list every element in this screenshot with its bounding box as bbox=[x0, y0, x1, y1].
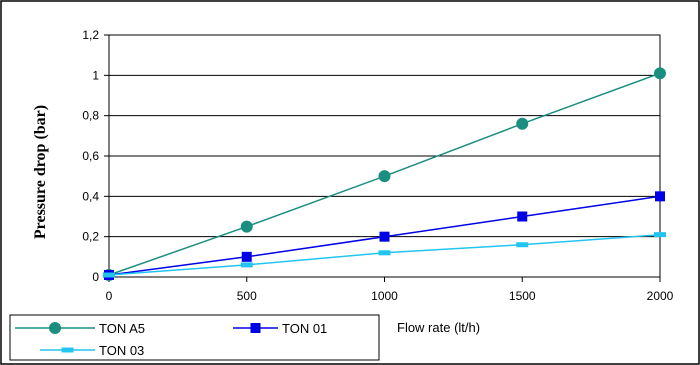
series-ton-a5 bbox=[103, 67, 666, 281]
data-point bbox=[49, 322, 61, 334]
data-point bbox=[241, 251, 252, 262]
legend-label: TON A5 bbox=[99, 321, 145, 336]
data-point bbox=[516, 242, 529, 248]
grid-lines bbox=[109, 74, 660, 238]
y-tick-label: 0 bbox=[92, 270, 99, 284]
y-axis-label: Pressure drop (bar) bbox=[32, 105, 49, 239]
y-tick-label: 0,4 bbox=[82, 189, 99, 203]
data-point bbox=[516, 117, 529, 130]
y-tick-label: 1 bbox=[92, 68, 99, 82]
data-point bbox=[379, 231, 390, 242]
data-point bbox=[240, 262, 253, 268]
y-tick-label: 1,2 bbox=[82, 28, 99, 42]
x-tick-label: 2000 bbox=[647, 289, 674, 303]
data-point bbox=[378, 250, 391, 256]
y-axis-ticks: 0 0,2 0,4 0,6 0,8 1 1,2 bbox=[82, 28, 109, 284]
legend-item: TON 01 bbox=[233, 321, 327, 336]
legend-item: TON A5 bbox=[15, 321, 145, 336]
data-point bbox=[61, 347, 74, 353]
series-layer bbox=[103, 67, 666, 281]
x-tick-label: 500 bbox=[237, 289, 257, 303]
legend-label: TON 03 bbox=[99, 343, 144, 358]
y-tick-label: 0,6 bbox=[82, 149, 99, 163]
series-ton-03 bbox=[103, 232, 666, 278]
legend-item: TON 03 bbox=[40, 343, 144, 358]
data-point bbox=[654, 67, 666, 80]
x-tick-label: 1000 bbox=[371, 289, 398, 303]
data-point bbox=[655, 191, 665, 202]
legend-label: TON 01 bbox=[282, 321, 327, 336]
y-tick-label: 0,2 bbox=[82, 230, 99, 244]
legend: TON A5 TON 01 TON 03 bbox=[9, 314, 380, 361]
data-point bbox=[517, 211, 528, 222]
data-point bbox=[250, 323, 261, 333]
data-point bbox=[103, 272, 115, 278]
x-axis-label: Flow rate (lt/h) bbox=[397, 320, 480, 335]
data-point bbox=[378, 170, 391, 183]
x-tick-label: 1500 bbox=[509, 289, 536, 303]
data-point bbox=[240, 220, 253, 233]
x-tick-label: 0 bbox=[106, 289, 113, 303]
data-point bbox=[654, 232, 666, 238]
y-tick-label: 0,8 bbox=[82, 109, 99, 123]
